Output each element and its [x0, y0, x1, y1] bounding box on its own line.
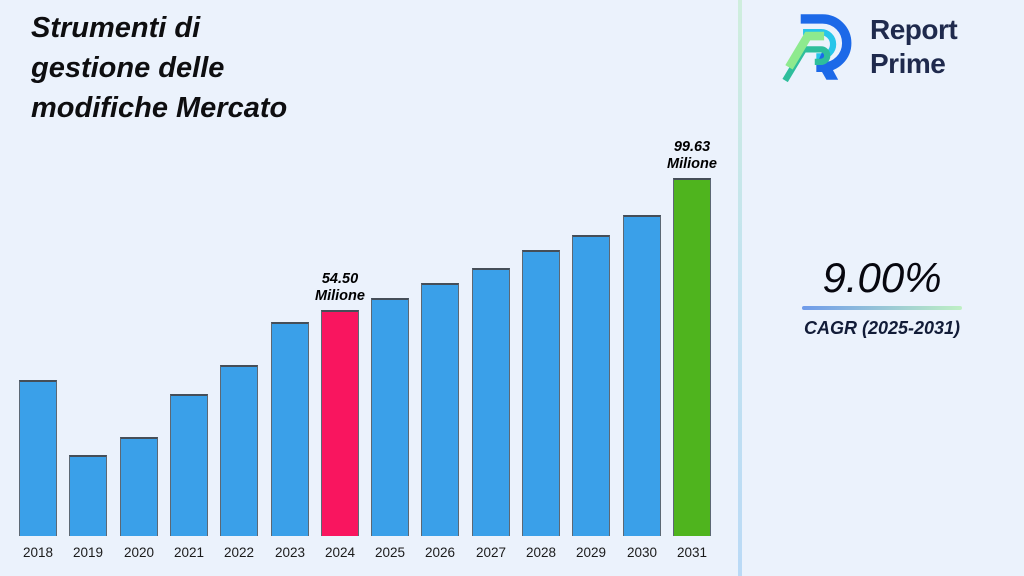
- bar-2019: [69, 455, 107, 536]
- x-axis-label-2027: 2027: [475, 545, 507, 560]
- cagr-underline: [802, 306, 962, 310]
- report-prime-logo: Report Prime: [782, 8, 958, 86]
- cagr-panel: 9.00% CAGR (2025-2031): [740, 254, 1024, 339]
- chart-title: Strumenti di gestione delle modifiche Me…: [31, 8, 287, 128]
- bar-2023: [271, 322, 309, 536]
- x-axis-label-2031: 2031: [676, 545, 708, 560]
- chart-title-line-2: gestione delle: [31, 52, 225, 84]
- logo-wordmark: Report Prime: [870, 13, 958, 81]
- bar-2028: [522, 250, 560, 536]
- x-axis-label-2025: 2025: [374, 545, 406, 560]
- report-prime-logo-icon: [782, 14, 852, 83]
- x-axis-label-2026: 2026: [424, 545, 456, 560]
- chart-title-line-3: modifiche Mercato: [31, 92, 288, 124]
- bar-2024: [321, 310, 359, 536]
- bar-2021: [170, 394, 208, 536]
- bar-2022: [220, 365, 258, 536]
- bar-annotation-2031: 99.63 Milione: [667, 139, 717, 172]
- cagr-value: 9.00%: [822, 254, 942, 301]
- x-axis-label-2019: 2019: [72, 545, 104, 560]
- bar-chart: 2018 2019 2020 2021 2022 2023 2024 54.50 Milione…: [19, 139, 717, 560]
- bar-2018: [19, 380, 57, 536]
- bar-annotation-2024: 54.50 Milione: [315, 271, 365, 304]
- x-axis-label-2023: 2023: [274, 545, 306, 560]
- x-axis-label-2029: 2029: [575, 545, 607, 560]
- bar-2031: [673, 178, 711, 536]
- x-axis-label-2030: 2030: [626, 545, 658, 560]
- bar-2027: [472, 268, 510, 536]
- x-axis-label-2020: 2020: [123, 545, 155, 560]
- bar-2030: [623, 215, 661, 536]
- bar-2029: [572, 235, 610, 536]
- chart-title-line-1: Strumenti di: [31, 12, 201, 44]
- logo-word-report: Report: [870, 14, 958, 45]
- x-axis-label-2028: 2028: [525, 545, 557, 560]
- x-axis-label-2022: 2022: [223, 545, 255, 560]
- x-axis-label-2021: 2021: [173, 545, 205, 560]
- x-axis-label-2024: 2024: [324, 545, 356, 560]
- bar-2020: [120, 437, 158, 536]
- bar-2026: [421, 283, 459, 536]
- x-axis-label-2018: 2018: [22, 545, 54, 560]
- cagr-label: CAGR (2025-2031): [803, 318, 961, 338]
- bar-2025: [371, 298, 409, 536]
- logo-word-prime: Prime: [870, 48, 946, 79]
- panel-divider: [738, 0, 742, 576]
